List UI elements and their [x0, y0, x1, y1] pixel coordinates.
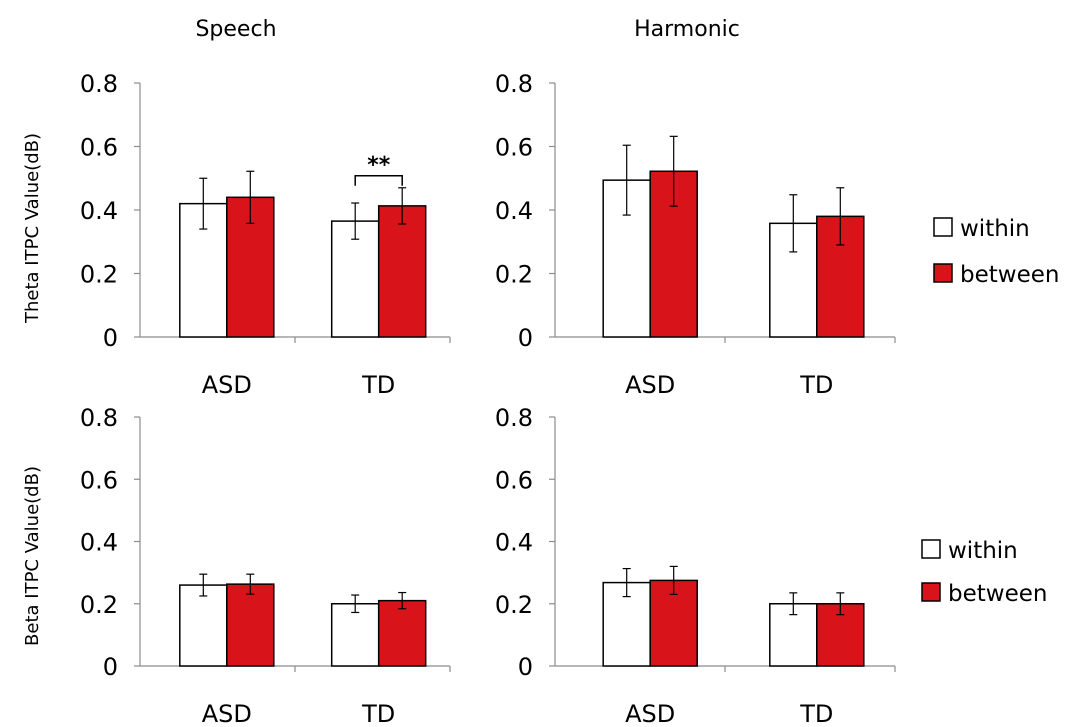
chart-panel-2: 0 0.2 0.4 0.6 0.8 ASD TD	[495, 70, 896, 399]
y-tick-label: 0.8	[80, 70, 118, 98]
legend-label-between: between	[948, 581, 1047, 607]
legend-swatch-between	[933, 263, 953, 283]
bar-between	[377, 599, 427, 667]
x-tick-label: TD	[361, 371, 395, 399]
column-title-harmonic: Harmonic	[634, 17, 740, 42]
x-tick-label: ASD	[625, 700, 675, 727]
y-tick-label: 0.6	[495, 466, 533, 494]
bar-within	[179, 584, 228, 667]
y-tick-label: 0.6	[495, 134, 533, 162]
column-title-speech: Speech	[195, 17, 276, 42]
chart-panel-3: 0 0.2 0.4 0.6 0.8 ASD TD	[80, 404, 451, 727]
y-tick-label: 0.2	[80, 261, 118, 289]
legend-bottom: within between	[921, 538, 1047, 607]
y-tick-label: 0	[103, 653, 118, 681]
y-tick-label: 0.4	[80, 197, 118, 225]
legend-item-within: within	[933, 216, 1030, 242]
legend-swatch-between	[921, 582, 941, 602]
y-tick-label: 0.8	[495, 70, 533, 98]
x-tick-label: TD	[361, 700, 395, 727]
legend-swatch-within	[933, 217, 953, 237]
y-tick-label: 0.8	[495, 404, 533, 432]
x-tick-label: ASD	[625, 371, 675, 399]
bar-within	[330, 603, 380, 667]
y-tick-label: 0.6	[80, 466, 118, 494]
x-tick-label: ASD	[202, 371, 252, 399]
y-tick-label: 0	[518, 653, 533, 681]
chart-panel-4: 0 0.2 0.4 0.6 0.8 ASD TD	[495, 404, 896, 727]
legend-label-within: within	[948, 538, 1018, 564]
bar-within	[330, 220, 380, 338]
y-tick-label: 0.4	[495, 529, 533, 557]
chart-panel-1: 0 0.2 0.4 0.6 0.8 ASD TD **	[80, 70, 451, 399]
y-tick-label: 0	[103, 324, 118, 352]
y-tick-label: 0.6	[80, 134, 118, 162]
y-tick-label: 0.4	[80, 529, 118, 557]
y-tick-label: 0.2	[80, 591, 118, 619]
y-tick-label: 0	[518, 324, 533, 352]
y-tick-label: 0.2	[495, 261, 533, 289]
legend-label-between: between	[960, 262, 1059, 288]
significance-bracket	[354, 175, 403, 186]
legend-item-within: within	[921, 538, 1018, 564]
legend-item-between: between	[933, 262, 1059, 288]
legend-item-between: between	[921, 581, 1047, 607]
y-tick-label: 0.4	[495, 197, 533, 225]
x-tick-label: ASD	[202, 700, 252, 727]
bar-between	[377, 205, 427, 338]
x-tick-label: TD	[799, 700, 833, 727]
legend-label-within: within	[960, 216, 1030, 242]
y-tick-label: 0.8	[80, 404, 118, 432]
x-tick-label: TD	[799, 371, 833, 399]
bar-between	[226, 583, 275, 667]
significance-label: **	[367, 153, 391, 178]
legend-swatch-within	[921, 539, 941, 559]
row-label-beta: Beta ITPC Value(dB)	[22, 466, 43, 646]
row-label-theta: Theta ITPC Value(dB)	[22, 133, 43, 324]
legend-top: within between	[933, 216, 1059, 288]
y-tick-label: 0.2	[495, 591, 533, 619]
